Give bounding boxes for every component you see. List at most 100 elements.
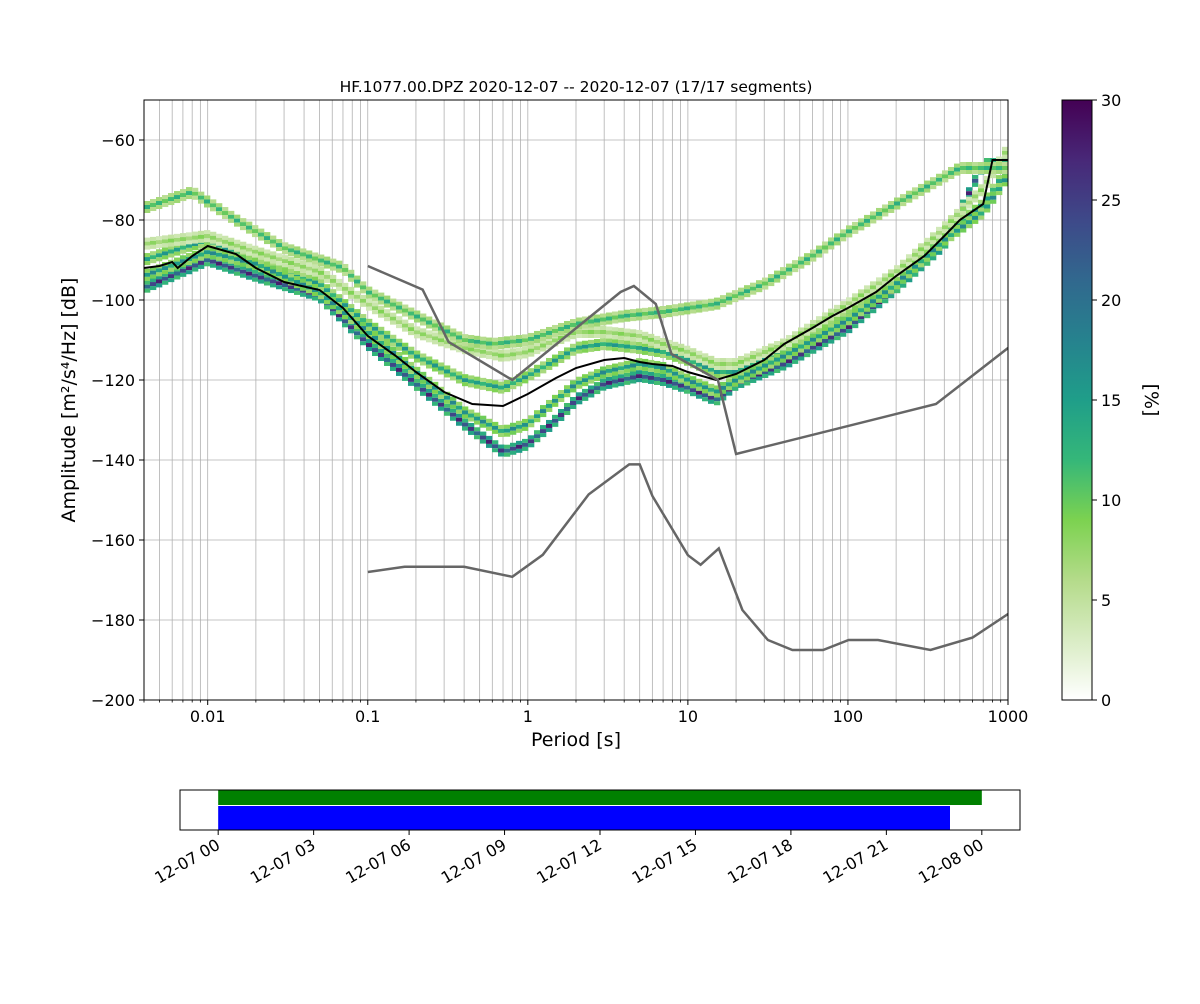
psd-cell: [360, 285, 367, 290]
psd-cell: [372, 344, 379, 349]
psd-cell: [348, 304, 355, 309]
psd-cell: [336, 264, 343, 269]
psd-cell: [972, 170, 979, 174]
psd-cell: [486, 341, 493, 346]
psd-cell: [534, 418, 541, 423]
psd-cell: [468, 375, 475, 380]
psd-cell: [228, 249, 235, 254]
psd-cell: [282, 250, 289, 255]
psd-cell: [300, 272, 307, 277]
psd-cell: [582, 382, 589, 387]
psd-cell: [444, 399, 451, 404]
psd-cell: [732, 370, 739, 374]
psd-cell: [414, 326, 421, 331]
psd-cell: [300, 252, 307, 257]
psd-cell: [768, 278, 775, 283]
colorbar-tick-label: 25: [1101, 191, 1121, 210]
psd-cell: [198, 264, 205, 269]
psd-cell: [948, 170, 955, 175]
psd-cell: [144, 209, 151, 213]
psd-cell: [564, 407, 571, 411]
psd-cell: [354, 283, 361, 288]
psd-cell: [966, 220, 973, 225]
psd-cell: [216, 203, 223, 208]
psd-cell: [696, 394, 703, 399]
psd-cell: [174, 251, 181, 256]
psd-cell: [846, 317, 853, 322]
psd-cell: [306, 266, 313, 271]
psd-cell: [882, 273, 889, 278]
psd-cell: [234, 261, 241, 266]
psd-cell: [348, 320, 355, 325]
psd-cell: [354, 290, 361, 295]
psd-cell: [180, 263, 187, 268]
psd-cell: [774, 353, 781, 358]
psd-cell: [828, 327, 835, 332]
psd-cell: [594, 334, 601, 338]
psd-cell: [798, 327, 805, 332]
psd-cell: [672, 312, 679, 317]
psd-cell: [624, 372, 631, 377]
psd-cell: [144, 272, 151, 277]
psd-cell: [144, 257, 151, 262]
psd-cell: [318, 295, 325, 300]
psd-cell: [432, 401, 439, 406]
psd-cell: [966, 224, 973, 229]
y-axis-label: Amplitude [m²/s⁴/Hz] [dB]: [58, 278, 80, 523]
psd-cell: [948, 223, 955, 228]
psd-cell: [156, 272, 163, 277]
psd-cell: [480, 340, 487, 345]
psd-cell: [522, 338, 529, 343]
psd-cell: [732, 290, 739, 295]
psd-cell: [348, 294, 355, 299]
psd-cell: [348, 269, 355, 274]
psd-cell: [864, 218, 871, 223]
psd-cell: [324, 300, 331, 305]
psd-cell: [606, 346, 613, 351]
psd-cell: [978, 184, 985, 189]
psd-cell: [756, 280, 763, 285]
psd-cell: [720, 370, 727, 374]
psd-cell: [150, 259, 157, 264]
psd-cell: [864, 222, 871, 227]
psd-cell: [786, 355, 793, 360]
psd-cell: [288, 285, 295, 290]
psd-cell: [186, 270, 193, 275]
psd-cell: [642, 335, 649, 340]
psd-cell: [612, 347, 619, 352]
noise-model-high-line: [367, 264, 1008, 456]
psd-cell: [864, 214, 871, 219]
psd-cell: [378, 330, 385, 335]
psd-cell: [510, 356, 517, 361]
psd-cell: [432, 340, 439, 345]
psd-cell: [840, 332, 847, 337]
psd-cell: [624, 336, 631, 341]
psd-cell: [978, 192, 985, 197]
psd-cell: [420, 383, 427, 388]
psd-cell: [246, 271, 253, 276]
psd-cell: [198, 234, 205, 239]
psd-cell: [192, 245, 199, 250]
psd-cell: [228, 245, 235, 250]
y-tick-label: −140: [91, 451, 135, 470]
psd-cell: [192, 187, 199, 192]
psd-cell: [492, 448, 499, 453]
psd-cell: [750, 358, 757, 363]
psd-cell: [300, 286, 307, 291]
psd-cell: [390, 306, 397, 311]
psd-cell: [894, 269, 901, 274]
psd-cell: [486, 387, 493, 392]
psd-cell: [744, 289, 751, 294]
psd-cell: [144, 201, 151, 205]
psd-cell: [450, 416, 457, 421]
psd-cell: [420, 313, 427, 318]
psd-cell: [630, 329, 637, 334]
psd-cell: [702, 369, 709, 374]
psd-cell: [450, 346, 457, 351]
psd-cell: [972, 182, 979, 187]
psd-cell: [756, 362, 763, 367]
psd-cell: [540, 413, 547, 418]
psd-cell: [612, 339, 619, 344]
psd-cell: [330, 278, 337, 283]
psd-cell: [360, 289, 367, 294]
